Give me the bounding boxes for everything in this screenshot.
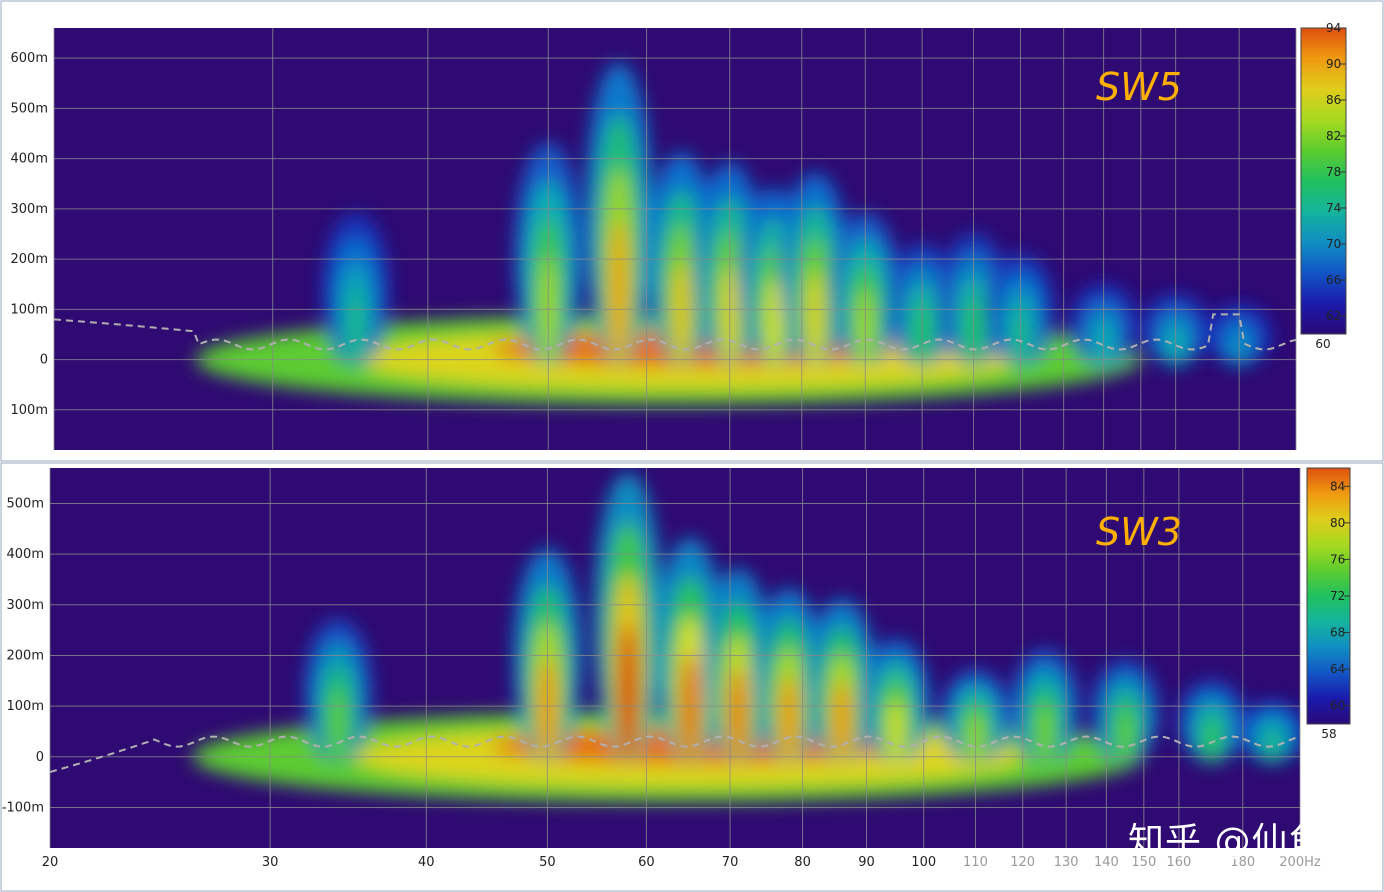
x-tick-label: 150 [1131,855,1156,870]
panel-border [0,462,1384,892]
y-tick-label: 0 [36,750,44,765]
colorbar-tick-label: 78 [1326,165,1341,179]
x-tick-label: 140 [1094,855,1119,870]
y-tick-label: 0 [40,353,48,368]
colorbar-tick-label: 62 [1326,309,1341,323]
x-tick-label: 100 [911,855,936,870]
group-delay-trace [54,313,1296,351]
resonance-peak [680,652,699,763]
grid-lines [53,28,1297,450]
y-tick-label: 200m [11,252,48,267]
colorbar-tick-label: 90 [1326,57,1341,71]
resonance-peak [346,288,365,366]
colorbar [1300,27,1347,335]
colorbar-tick-label: 84 [1330,479,1345,493]
x-tick-label: 90 [858,855,875,870]
resonance-peak [618,622,637,763]
y-tick-label: 100m [11,302,48,317]
grid-lines [49,468,1301,848]
watermark: 知乎 @仙鱼 [1128,821,1326,862]
y-tick-label: 400m [7,547,44,562]
colorbar-tick-label: 64 [1330,662,1345,676]
x-tick-label: 70 [722,855,739,870]
colorbar-tick-label: 58 [1321,727,1336,741]
resonance-peak [779,676,798,763]
resonance-peak [1116,708,1135,763]
x-tick-label: 160 [1166,855,1191,870]
y-tick-label: 100m [11,403,48,418]
resonance-peak [806,270,825,366]
x-tick-label: 30 [262,855,279,870]
resonance-peak [1202,718,1221,763]
x-tick-label: 120 [1010,855,1035,870]
y-tick-label: 300m [11,202,48,217]
resonance-peak [765,277,784,366]
colorbar-tick-label: 86 [1326,93,1341,107]
panel-label: SW3 [1096,510,1182,554]
resonance-peak [1263,727,1282,763]
colorbar-tick-label: 66 [1326,273,1341,287]
resonance-peak [832,680,851,763]
colorbar-tick-label: 80 [1330,516,1345,530]
colorbar-tick-label: 72 [1330,589,1345,603]
x-tick-label: 40 [418,855,435,870]
x-tick-label: 130 [1054,855,1079,870]
panel-border [0,0,1384,462]
y-tick-label: 200m [7,648,44,663]
y-tick-label: 300m [7,598,44,613]
colorbar [1306,467,1351,725]
x-tick-label: 180 [1230,855,1255,870]
y-tick-label: 400m [11,152,48,167]
panel-label: SW5 [1096,65,1182,109]
x-tick-label: 110 [963,855,988,870]
colorbar-tick-label: 76 [1330,552,1345,566]
resonance-peak [1035,704,1054,763]
y-tick-label: -100m [2,800,44,815]
resonance-peak [329,690,348,763]
panel-sw3: 500m 400m 300m 200m 100m 0 -100m 20 30 40 50 60 70 80… [0,462,1384,892]
x-tick-label: 20 [42,855,59,870]
colorbar-tick-label: 68 [1330,626,1345,640]
resonance-peak [672,261,691,366]
resonance-peak [728,666,747,763]
panel-sw5: 600m 500m 400m 300m 200m 100m 0 100m 94 90 86 82 78 7… [0,0,1384,462]
y-tick-label: 500m [7,496,44,511]
resonance-peak [609,219,628,366]
y-tick-label: 500m [11,101,48,116]
group-delay-trace [50,735,1300,773]
x-tick-label: 60 [638,855,655,870]
x-tick-label: 200Hz [1279,855,1321,870]
resonance-peak [886,699,905,763]
y-tick-label: 100m [7,699,44,714]
colorbar-tick-label: 74 [1326,201,1341,215]
colorbar-tick-label: 70 [1326,237,1341,251]
x-tick-label: 80 [794,855,811,870]
colorbar-tick-label: 60 [1330,699,1345,713]
colorbar-tick-label: 60 [1315,337,1330,351]
y-tick-label: 600m [11,51,48,66]
colorbar-tick-label: 94 [1326,21,1341,35]
colorbar-tick-label: 82 [1326,129,1341,143]
x-tick-label: 50 [539,855,556,870]
